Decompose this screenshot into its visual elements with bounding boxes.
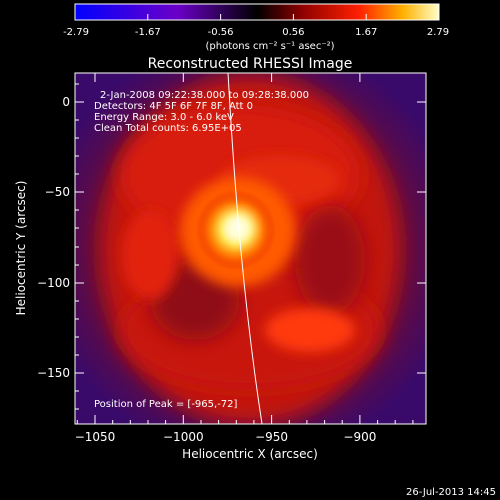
x-tick-label: −900	[343, 430, 376, 444]
colorbar-tick-label: 0.56	[282, 27, 304, 38]
plot-title: Reconstructed RHESSI Image	[148, 56, 353, 72]
y-tick-label: 0	[62, 95, 70, 109]
x-tick-label: −1000	[163, 430, 204, 444]
colorbar-tick-label: -2.79	[63, 27, 89, 38]
plot-frame	[74, 72, 427, 425]
colorbar-tick-label: 2.79	[427, 27, 449, 38]
colorbar-tick-label: -1.67	[135, 27, 161, 38]
x-tick-label: −1050	[75, 430, 116, 444]
peak-position-text: Position of Peak = [-965,-72]	[94, 399, 238, 410]
reconstructed-image	[75, 73, 426, 424]
colorbar-tick-label: 1.67	[355, 27, 377, 38]
solar-limb-line	[227, 73, 263, 424]
y-tick-label: −150	[37, 366, 70, 380]
colorbar: -2.79 -1.67 -0.56 0.56 1.67 2.79 (photon…	[63, 3, 449, 52]
detectors-text: Detectors: 4F 5F 6F 7F 8F, Att 0	[94, 101, 253, 112]
clean-counts-text: Clean Total counts: 6.95E+05	[94, 123, 242, 134]
x-axis-label: Heliocentric X (arcsec)	[182, 447, 318, 461]
footer-timestamp: 26-Jul-2013 14:45	[406, 487, 496, 498]
colorbar-unit-label: (photons cm⁻² s⁻¹ asec⁻²)	[205, 41, 334, 52]
y-tick-label: −50	[45, 185, 70, 199]
colorbar-gradient	[74, 3, 440, 21]
energy-range-text: Energy Range: 3.0 - 6.0 keV	[94, 112, 234, 123]
colorbar-tick-label: -0.56	[208, 27, 234, 38]
observation-info: 2-Jan-2008 09:22:38.000 to 09:28:38.000 …	[94, 90, 309, 134]
y-tick-label: −100	[37, 276, 70, 290]
x-axis	[76, 73, 414, 424]
y-axis	[75, 83, 426, 410]
x-tick-label: −950	[255, 430, 288, 444]
y-axis-label: Heliocentric Y (arcsec)	[14, 181, 28, 316]
time-range-text: 2-Jan-2008 09:22:38.000 to 09:28:38.000	[100, 90, 309, 101]
